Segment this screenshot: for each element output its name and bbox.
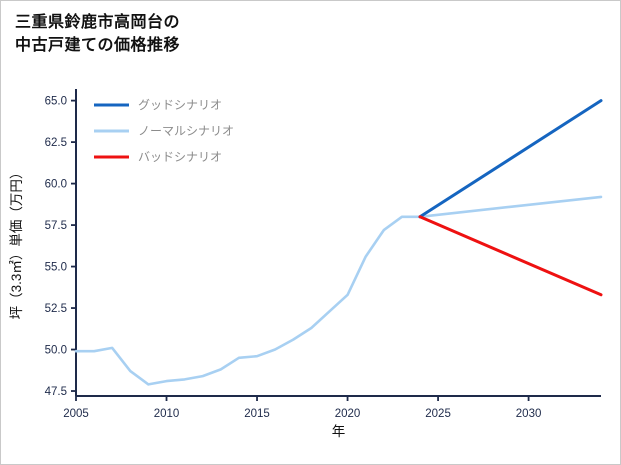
legend-label: ノーマルシナリオ	[138, 124, 234, 138]
series-line-2	[418, 215, 603, 297]
y-tick-label: 47.5	[45, 386, 67, 398]
x-tick-label: 2005	[63, 408, 89, 420]
y-axis-label: 坪（3.3㎡）単価（万円）	[9, 166, 24, 320]
legend-item: ノーマルシナリオ	[94, 124, 234, 138]
legend-label: バッドシナリオ	[138, 150, 222, 164]
y-tick-label: 52.5	[45, 303, 67, 315]
series-line-0	[418, 99, 603, 219]
y-tick-label: 57.5	[45, 220, 67, 232]
y-tick-label: 62.5	[45, 137, 67, 149]
x-tick-label: 2015	[244, 408, 270, 420]
x-tick-label: 2020	[335, 408, 361, 420]
line-chart: 2005 2010 2015 2020 2025 2030 47.5 50.0 52.5 55.0…	[9, 89, 603, 439]
y-tick-label: 55.0	[45, 262, 67, 274]
y-tick-label: 60.0	[45, 179, 67, 191]
legend-label: グッドシナリオ	[138, 98, 222, 112]
x-tick-label: 2030	[516, 408, 542, 420]
legend-item: グッドシナリオ	[94, 98, 222, 112]
chart-title-line-2: 中古戸建ての価格推移	[15, 37, 181, 55]
series-line-1	[74, 195, 603, 386]
y-tick-label: 50.0	[45, 345, 67, 357]
x-tick-label: 2010	[154, 408, 180, 420]
x-tick-label: 2025	[425, 408, 451, 420]
chart-title: 三重県鈴鹿市高岡台の 中古戸建ての価格推移	[15, 11, 180, 57]
x-axis-label: 年	[332, 424, 346, 439]
legend-item: バッドシナリオ	[94, 150, 222, 164]
y-tick-label: 65.0	[45, 96, 67, 108]
chart-title-line-1: 三重県鈴鹿市高岡台の	[15, 14, 181, 31]
